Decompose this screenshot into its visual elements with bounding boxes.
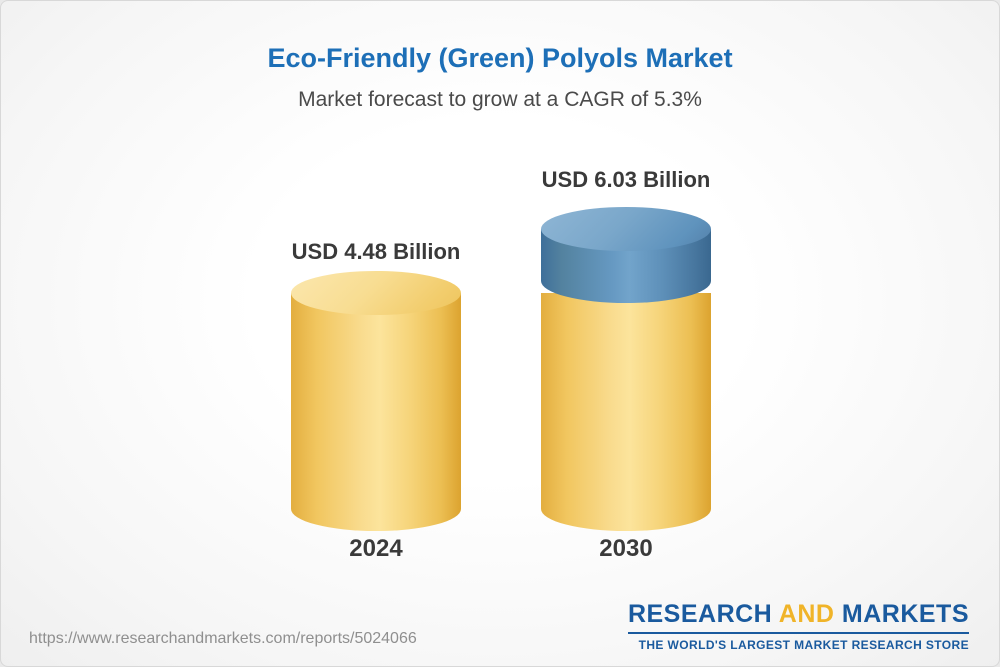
- page-subtitle: Market forecast to grow at a CAGR of 5.3…: [298, 88, 702, 111]
- logo-word-markets: MARKETS: [841, 600, 969, 628]
- report-url: https://www.researchandmarkets.com/repor…: [29, 630, 417, 647]
- logo-divider-line: [627, 632, 969, 634]
- logo-tagline: THE WORLD'S LARGEST MARKET RESEARCH STOR…: [638, 638, 969, 652]
- bar-2024-body: [291, 293, 461, 531]
- page-title: Eco-Friendly (Green) Polyols Market: [267, 43, 733, 73]
- bar-2024: [291, 271, 461, 533]
- bar-2030: [541, 207, 711, 533]
- research-and-markets-logo: RESEARCH AND MARKETS THE WORLD'S LARGEST…: [627, 600, 969, 652]
- logo-wordmark: RESEARCH AND MARKETS: [628, 600, 969, 629]
- value-label-2024: USD 4.48 Billion: [291, 239, 461, 264]
- bar-2024-top-ellipse: [291, 271, 461, 315]
- x-axis-label-2030: 2030: [599, 535, 653, 562]
- bar-2030-base-segment: [541, 293, 711, 531]
- logo-word-and: AND: [778, 600, 835, 628]
- logo-word-research: RESEARCH: [627, 600, 773, 628]
- x-axis-label-2024: 2024: [349, 535, 403, 562]
- value-label-2030: USD 6.03 Billion: [541, 167, 711, 192]
- bar-2030-top-ellipse: [541, 207, 711, 251]
